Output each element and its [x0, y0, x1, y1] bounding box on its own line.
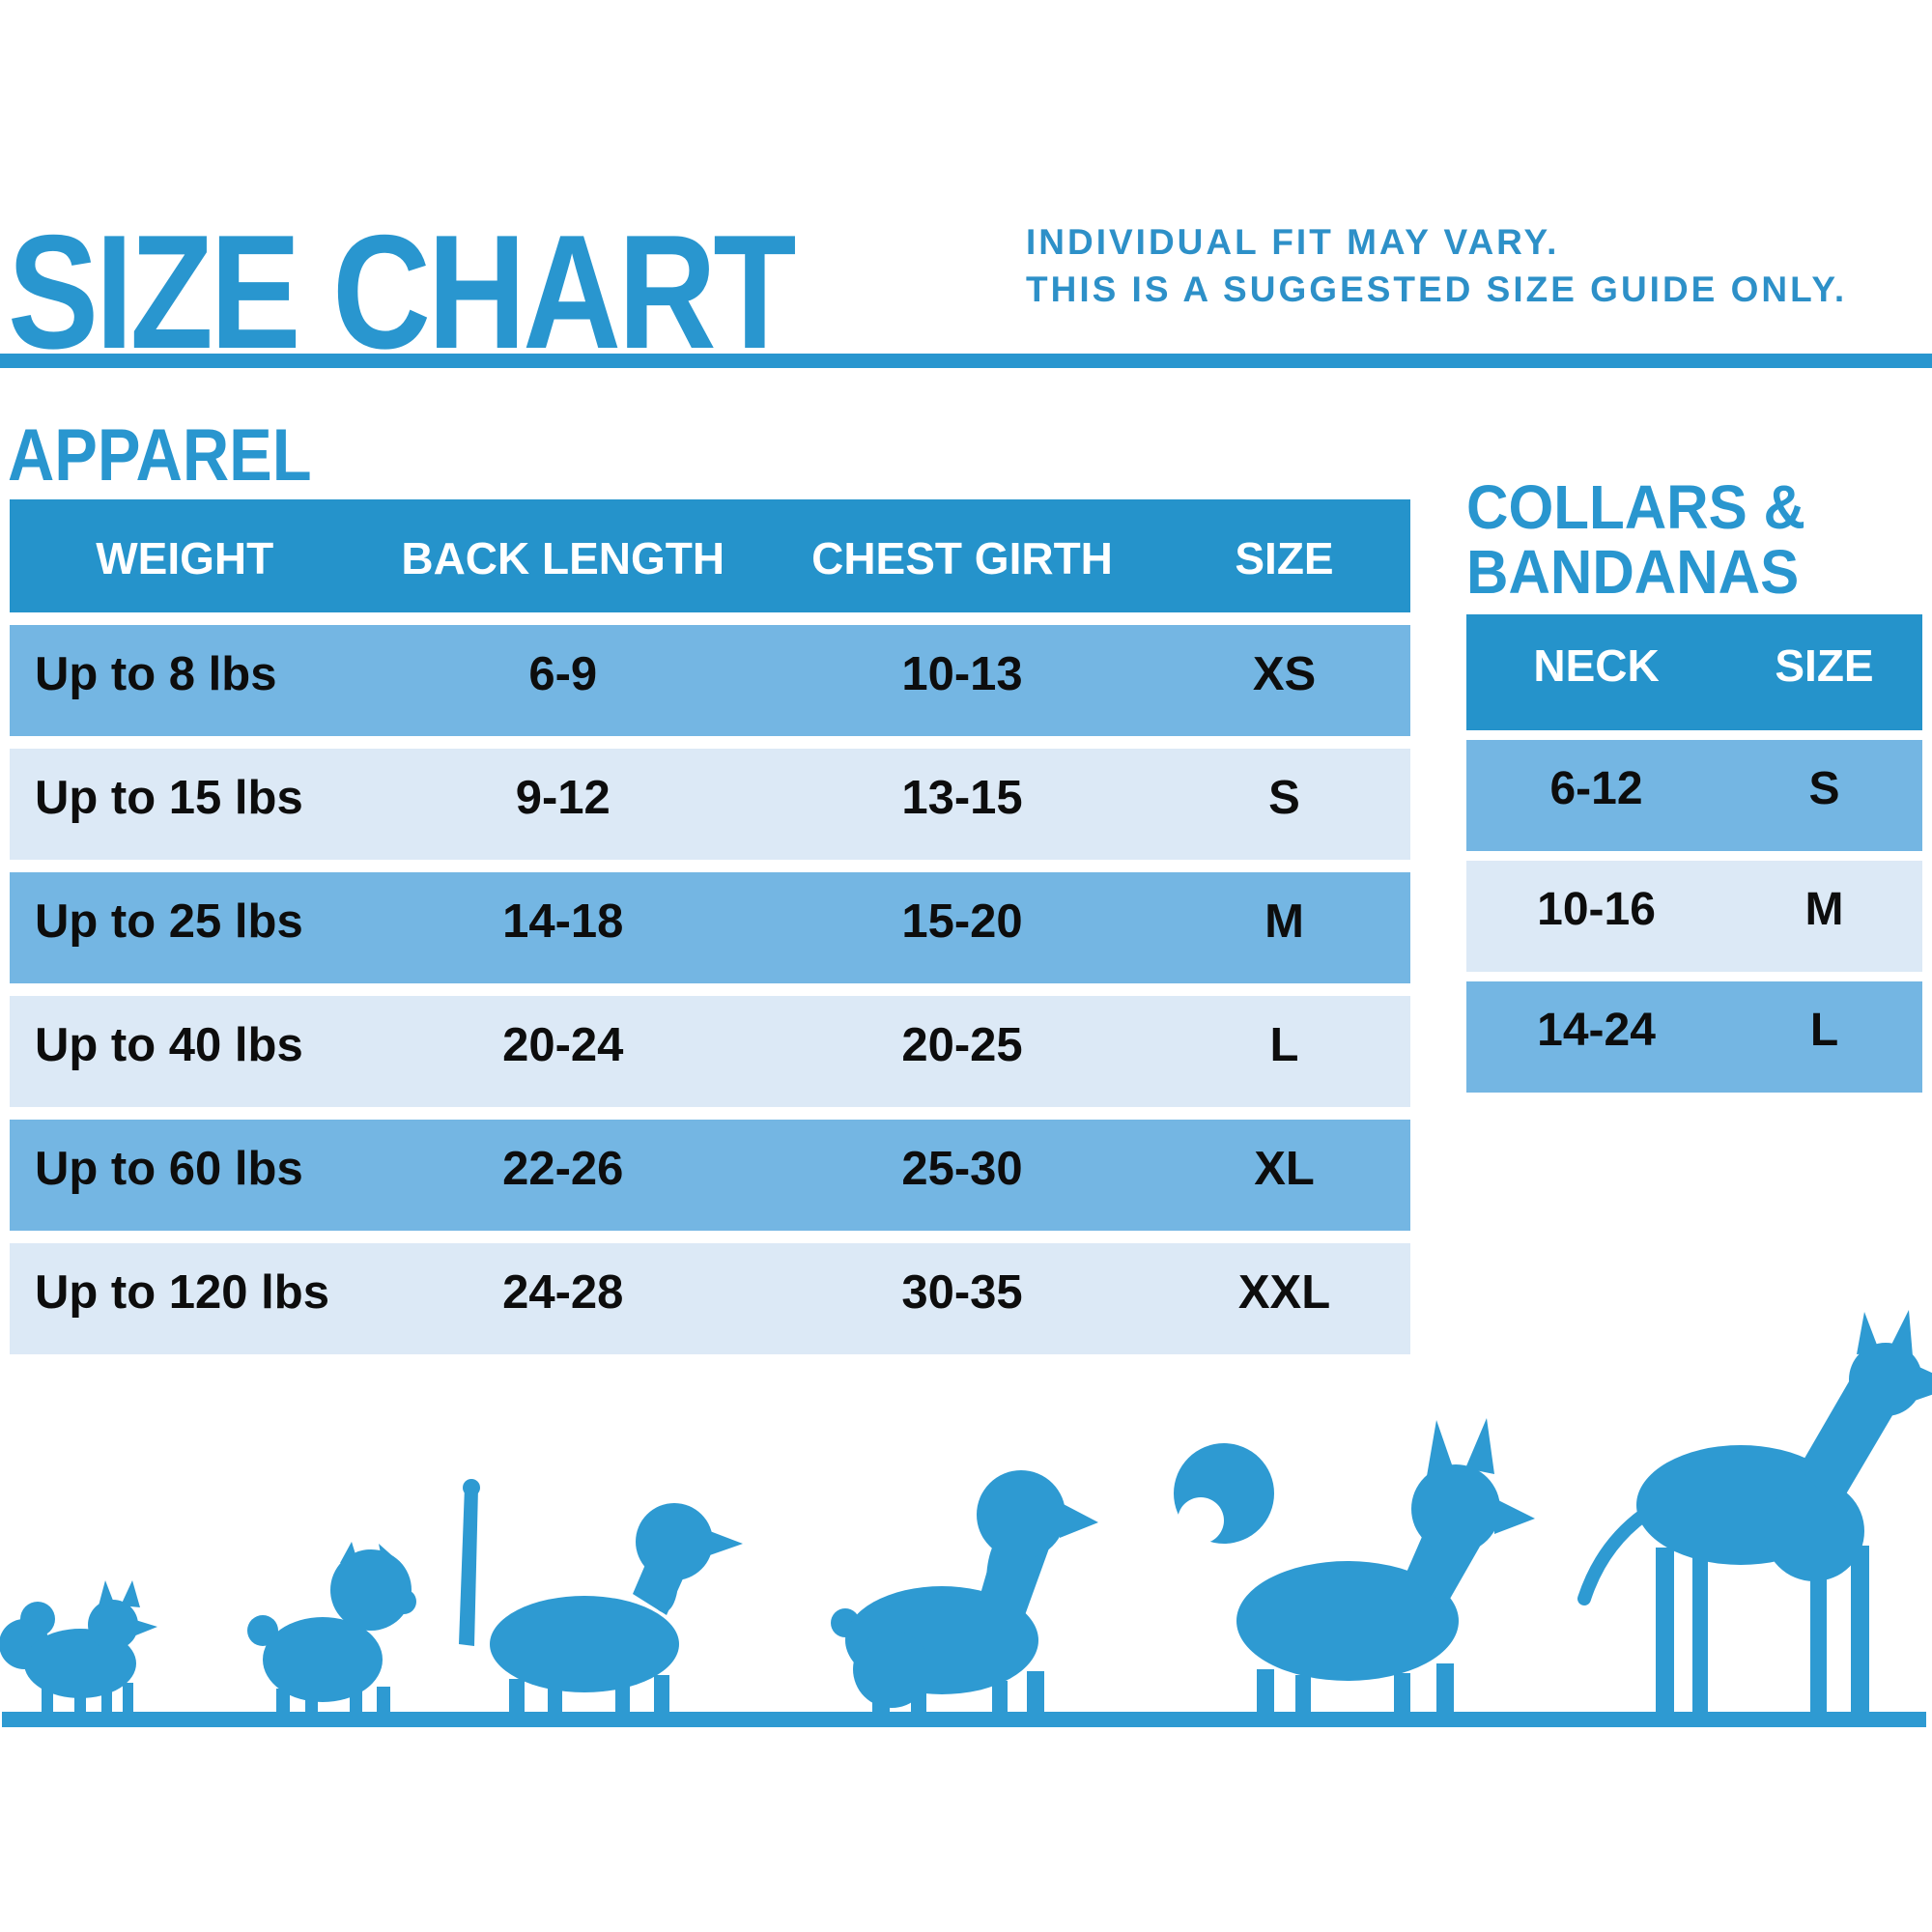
back-length-cell: 22-26 — [502, 1142, 624, 1195]
table-row: Up to 8 lbs 6-9 10-13 XS — [10, 625, 1410, 736]
weight-cell: Up to 25 lbs — [35, 895, 303, 948]
husky-silhouette-icon — [1174, 1418, 1535, 1716]
apparel-size-table: WEIGHT BACK LENGTH CHEST GIRTH SIZE Up t… — [10, 499, 1410, 1354]
column-header-size: SIZE — [1775, 640, 1874, 691]
apparel-section-heading: APPAREL — [8, 414, 312, 497]
column-header-weight: WEIGHT — [96, 532, 274, 583]
apparel-table-header-row: WEIGHT BACK LENGTH CHEST GIRTH SIZE — [10, 499, 1410, 612]
chest-girth-cell: 30-35 — [901, 1265, 1023, 1319]
back-length-cell: 14-18 — [502, 895, 624, 948]
chest-girth-cell: 13-15 — [901, 771, 1023, 824]
page-title: SIZE CHART — [8, 201, 796, 383]
size-cell: XL — [1254, 1142, 1315, 1195]
size-cell: XS — [1252, 647, 1317, 700]
back-length-cell: 24-28 — [502, 1265, 624, 1319]
collars-size-table: NECK SIZE 6-12 S 10-16 M 14-24 L — [1466, 614, 1922, 1093]
collars-heading-line-2: BANDANAS — [1466, 537, 1800, 607]
collars-heading-line-1: COLLARS & — [1466, 472, 1805, 542]
pomeranian-silhouette-icon — [0, 1580, 157, 1716]
chest-girth-cell: 10-13 — [901, 647, 1023, 700]
table-row: 14-24 L — [1466, 981, 1922, 1093]
chest-girth-cell: 20-25 — [901, 1018, 1023, 1071]
size-cell: L — [1269, 1018, 1299, 1071]
great-dane-silhouette-icon — [1577, 1310, 1932, 1715]
back-length-cell: 6-9 — [528, 647, 598, 700]
back-length-cell: 20-24 — [502, 1018, 624, 1071]
table-row: Up to 60 lbs 22-26 25-30 XL — [10, 1120, 1410, 1231]
disclaimer-line-1: INDIVIDUAL FIT MAY VARY. — [1026, 222, 1560, 262]
disclaimer: INDIVIDUAL FIT MAY VARY. THIS IS A SUGGE… — [1026, 218, 1847, 313]
weight-cell: Up to 40 lbs — [35, 1018, 303, 1071]
back-length-cell: 9-12 — [515, 771, 611, 824]
dog-size-illustration — [0, 1310, 1932, 1727]
neck-cell: 14-24 — [1537, 1005, 1656, 1056]
size-cell: M — [1264, 895, 1304, 948]
table-row: 6-12 S — [1466, 740, 1922, 851]
ground-line — [2, 1712, 1926, 1727]
title-underline-rule — [0, 354, 1932, 368]
size-cell: L — [1809, 1005, 1839, 1056]
size-cell: S — [1268, 771, 1300, 824]
table-row: Up to 40 lbs 20-24 20-25 L — [10, 996, 1410, 1107]
beagle-silhouette-icon — [459, 1479, 743, 1716]
neck-cell: 10-16 — [1537, 884, 1656, 935]
column-header-back-length: BACK LENGTH — [401, 532, 725, 583]
neck-cell: 6-12 — [1549, 763, 1643, 814]
table-row: Up to 15 lbs 9-12 13-15 S — [10, 749, 1410, 860]
size-cell: S — [1808, 763, 1840, 814]
table-row: Up to 25 lbs 14-18 15-20 M — [10, 872, 1410, 983]
chest-girth-cell: 15-20 — [901, 895, 1023, 948]
weight-cell: Up to 8 lbs — [35, 647, 277, 700]
pug-silhouette-icon — [247, 1542, 416, 1716]
collars-table-header-row: NECK SIZE — [1466, 614, 1922, 730]
weight-cell: Up to 60 lbs — [35, 1142, 303, 1195]
table-row: 10-16 M — [1466, 861, 1922, 972]
size-cell: XXL — [1237, 1265, 1331, 1319]
column-header-neck: NECK — [1533, 640, 1660, 691]
cocker-spaniel-silhouette-icon — [831, 1470, 1098, 1716]
table-row: Up to 120 lbs 24-28 30-35 XXL — [10, 1243, 1410, 1354]
column-header-size: SIZE — [1235, 532, 1334, 583]
collars-section-heading: COLLARS & BANDANAS — [1466, 475, 1805, 605]
weight-cell: Up to 15 lbs — [35, 771, 303, 824]
size-cell: M — [1804, 884, 1844, 935]
weight-cell: Up to 120 lbs — [35, 1265, 329, 1319]
chest-girth-cell: 25-30 — [901, 1142, 1023, 1195]
disclaimer-line-2: THIS IS A SUGGESTED SIZE GUIDE ONLY. — [1026, 270, 1848, 309]
column-header-chest-girth: CHEST GIRTH — [811, 532, 1113, 583]
